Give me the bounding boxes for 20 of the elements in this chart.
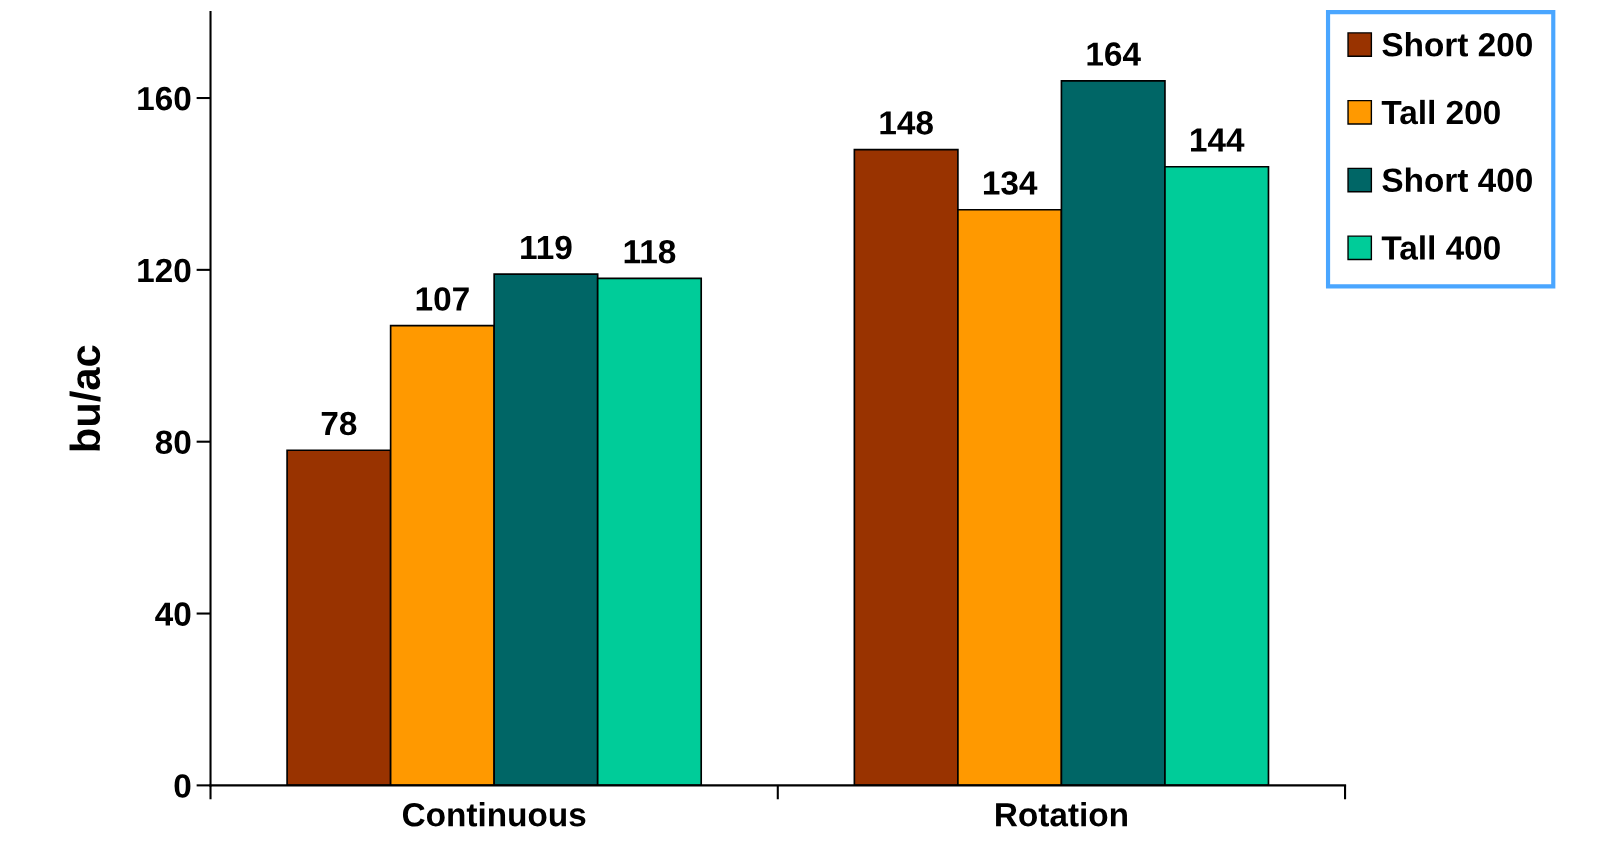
y-tick-label: 80: [155, 430, 191, 455]
data-label: 144: [1191, 128, 1245, 152]
data-label: 118: [624, 239, 676, 264]
y-tick-label: 160: [138, 86, 191, 111]
x-tick-label: Rotation: [996, 802, 1127, 827]
y-tick-label: 0: [174, 774, 191, 798]
y-tick-label: 120: [138, 258, 191, 283]
y-tick-label: 40: [155, 602, 191, 626]
legend-label: Tall 400: [1381, 235, 1500, 260]
data-label: 164: [1087, 42, 1141, 66]
data-label: 134: [983, 171, 1038, 195]
legend-label: Short 400: [1382, 167, 1532, 193]
data-label: 78: [321, 411, 357, 436]
y-axis-title: bu/ac: [69, 345, 101, 451]
data-label: 148: [880, 111, 933, 135]
data-label: 119: [521, 235, 572, 260]
legend-label: Tall 200: [1381, 99, 1500, 125]
data-label: 107: [416, 287, 469, 311]
x-tick-label: Continuous: [402, 802, 586, 827]
legend-label: Short 200: [1382, 32, 1532, 57]
